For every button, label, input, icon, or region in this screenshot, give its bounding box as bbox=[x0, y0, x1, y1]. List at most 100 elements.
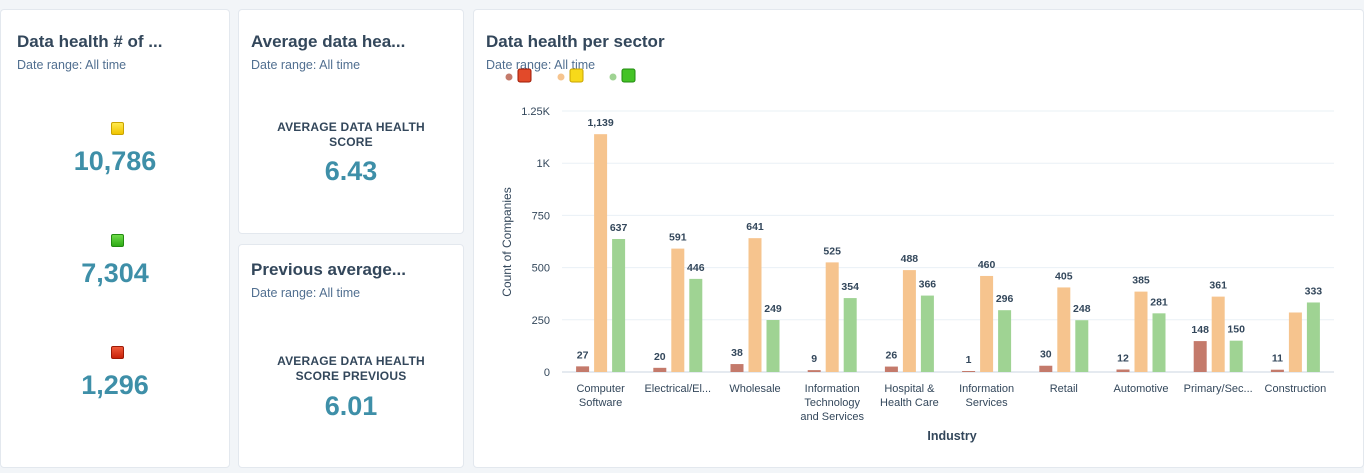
card-title[interactable]: Data health # of ... bbox=[17, 32, 163, 51]
x-tick-label: Automotive bbox=[1113, 383, 1168, 395]
bar[interactable] bbox=[843, 298, 857, 372]
x-tick-label: Primary/Sec... bbox=[1184, 383, 1253, 395]
bar[interactable] bbox=[594, 134, 608, 372]
bar[interactable] bbox=[653, 367, 667, 372]
x-tick-label: Hospital & bbox=[884, 383, 935, 395]
bar[interactable] bbox=[1306, 302, 1320, 372]
y-tick-label: 500 bbox=[532, 263, 550, 275]
y-tick-label: 1K bbox=[537, 158, 551, 170]
kpi-label-line: AVERAGE DATA HEALTH bbox=[277, 354, 425, 368]
green-square-icon bbox=[111, 234, 124, 247]
x-tick-label: Information bbox=[959, 383, 1014, 395]
bar[interactable] bbox=[766, 320, 780, 372]
date-range: Date range: All time bbox=[17, 58, 127, 72]
data-label: 249 bbox=[764, 303, 782, 315]
bar[interactable] bbox=[576, 366, 590, 372]
y-tick-label: 1.25K bbox=[521, 106, 550, 118]
data-label: 281 bbox=[1150, 296, 1168, 308]
previous-score-card: Previous average... Date range: All time… bbox=[238, 244, 464, 468]
data-label: 488 bbox=[901, 253, 919, 265]
bar[interactable] bbox=[730, 364, 744, 372]
data-label: 460 bbox=[978, 259, 996, 271]
x-tick-label: Wholesale bbox=[729, 383, 780, 395]
bar[interactable] bbox=[612, 238, 626, 372]
date-range: Date range: All time bbox=[486, 58, 596, 72]
data-label: 354 bbox=[841, 281, 859, 293]
kpi-label: AVERAGE DATA HEALTH SCORE bbox=[239, 120, 463, 150]
bar[interactable] bbox=[902, 270, 916, 372]
data-label: 38 bbox=[731, 347, 743, 359]
x-tick-label: Technology bbox=[804, 397, 860, 409]
bar[interactable] bbox=[998, 310, 1012, 372]
data-label: 1,139 bbox=[587, 117, 613, 129]
data-label: 296 bbox=[996, 293, 1014, 305]
bar[interactable] bbox=[1229, 340, 1243, 372]
data-label: 446 bbox=[687, 262, 705, 274]
bar[interactable] bbox=[671, 248, 685, 372]
kpi-label-line: SCORE bbox=[329, 135, 373, 149]
card-title[interactable]: Data health per sector bbox=[486, 32, 665, 51]
sector-chart-card: Data health per sector Date range: All t… bbox=[473, 9, 1364, 468]
card-title[interactable]: Average data hea... bbox=[251, 32, 406, 51]
x-tick-label: Retail bbox=[1050, 383, 1078, 395]
bar[interactable] bbox=[920, 295, 934, 372]
data-label: 637 bbox=[610, 222, 628, 234]
data-label: 20 bbox=[654, 351, 666, 363]
kpi-label: AVERAGE DATA HEALTH SCORE PREVIOUS bbox=[239, 354, 463, 384]
x-tick-label: Health Care bbox=[880, 397, 939, 409]
red-count-value: 1,296 bbox=[81, 370, 149, 400]
bar[interactable] bbox=[1116, 369, 1130, 372]
kpi-label-line: SCORE PREVIOUS bbox=[295, 369, 407, 383]
card-title[interactable]: Previous average... bbox=[251, 260, 406, 279]
date-range: Date range: All time bbox=[251, 286, 361, 300]
bar[interactable] bbox=[1039, 365, 1053, 372]
average-score-card: Average data hea... Date range: All time… bbox=[238, 9, 464, 234]
x-axis-label: Industry bbox=[927, 429, 976, 443]
data-label: 361 bbox=[1209, 280, 1227, 292]
bar[interactable] bbox=[1152, 313, 1166, 372]
bar[interactable] bbox=[980, 275, 994, 372]
x-tick-label: Software bbox=[579, 397, 622, 409]
legend-dot bbox=[609, 73, 617, 81]
bar[interactable] bbox=[689, 278, 703, 372]
data-label: 385 bbox=[1132, 275, 1150, 287]
yellow-square-icon[interactable] bbox=[569, 68, 584, 83]
y-tick-label: 0 bbox=[544, 367, 550, 379]
bar[interactable] bbox=[1288, 312, 1302, 372]
bar[interactable] bbox=[1270, 369, 1284, 372]
x-tick-label: Construction bbox=[1265, 383, 1327, 395]
data-label: 591 bbox=[669, 232, 687, 244]
date-range: Date range: All time bbox=[251, 58, 361, 72]
yellow-square-icon bbox=[111, 122, 124, 135]
kpi-value: 6.01 bbox=[324, 391, 378, 421]
data-label: 405 bbox=[1055, 270, 1073, 282]
data-label: 27 bbox=[577, 349, 589, 361]
data-label: 150 bbox=[1227, 324, 1245, 336]
health-count-card: Data health # of ... Date range: All tim… bbox=[0, 9, 230, 468]
y-axis-label: Count of Companies bbox=[500, 187, 514, 296]
x-tick-label: Electrical/El... bbox=[644, 383, 711, 395]
data-label: 30 bbox=[1040, 349, 1052, 361]
bar[interactable] bbox=[962, 371, 976, 372]
bar[interactable] bbox=[1057, 287, 1071, 372]
data-label: 11 bbox=[1272, 353, 1283, 365]
bar[interactable] bbox=[1193, 341, 1207, 372]
bar[interactable] bbox=[1211, 296, 1225, 372]
bar[interactable] bbox=[1075, 320, 1089, 372]
bar[interactable] bbox=[1134, 291, 1148, 372]
yellow-count-value: 10,786 bbox=[73, 146, 157, 176]
data-label: 12 bbox=[1117, 352, 1129, 364]
bar[interactable] bbox=[807, 370, 821, 372]
bar[interactable] bbox=[748, 238, 762, 372]
kpi-label-line: AVERAGE DATA HEALTH bbox=[277, 120, 425, 134]
data-label: 148 bbox=[1191, 324, 1209, 336]
bar[interactable] bbox=[825, 262, 839, 372]
green-square-icon[interactable] bbox=[621, 68, 636, 83]
x-tick-label: and Services bbox=[800, 411, 864, 423]
bar[interactable] bbox=[884, 366, 898, 372]
x-tick-label: Information bbox=[805, 383, 860, 395]
data-label: 1 bbox=[966, 354, 972, 366]
data-label: 366 bbox=[919, 279, 937, 291]
red-square-icon[interactable] bbox=[517, 68, 532, 83]
data-label: 248 bbox=[1073, 303, 1091, 315]
